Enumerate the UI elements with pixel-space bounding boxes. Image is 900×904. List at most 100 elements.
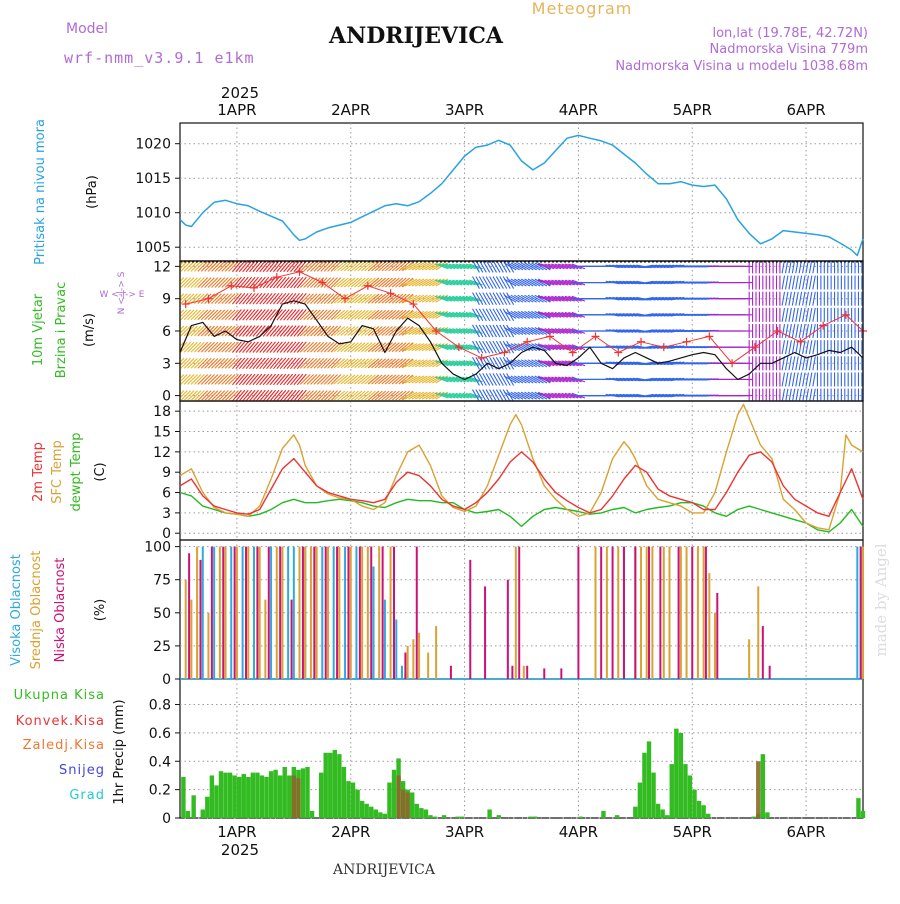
total-precip-bar [273, 769, 278, 818]
precip-ytick-label: 0.8 [149, 698, 171, 714]
wind-barb [310, 325, 321, 337]
wind-barb [626, 361, 641, 366]
wind-barb [646, 329, 661, 333]
wind-barb [503, 262, 517, 271]
total-precip-bar [236, 776, 242, 818]
wind-barb [245, 389, 256, 401]
wind-barb [276, 309, 287, 321]
wind-barb [197, 390, 209, 401]
wind-barb [221, 390, 233, 401]
wind-barb [235, 309, 246, 321]
total-precip-bar [328, 752, 333, 818]
coords-label: lon,lat (19.78E, 42.72N) [712, 26, 868, 41]
wind-barb [805, 307, 809, 322]
wind-barb [266, 292, 276, 305]
wind-barb [646, 361, 661, 366]
wind-barb [164, 278, 174, 288]
wind-barb [608, 280, 623, 285]
wind-barb [276, 357, 287, 370]
wind-barb [527, 310, 541, 319]
wind-barb [299, 261, 311, 272]
wind-barb [224, 341, 236, 353]
wind-barb [299, 374, 311, 385]
wind-barb [514, 294, 527, 303]
wind-barb [458, 344, 473, 351]
wind-barb [242, 309, 253, 321]
total-precip-bar [323, 752, 328, 818]
wind-barb [537, 328, 552, 334]
wind-barb [503, 310, 517, 319]
wind-barb [279, 309, 290, 321]
total-precip-bar [633, 806, 638, 818]
wind-barb [200, 261, 212, 272]
wind-barb [812, 324, 816, 338]
wind-barb [245, 292, 256, 305]
wind-barb [791, 372, 796, 387]
page-title: ANDRIJEVICA [328, 23, 504, 49]
temp-ytick-label: 6 [162, 486, 171, 502]
wind-barb [408, 310, 421, 319]
wind-barb [507, 294, 520, 303]
wind-barb [283, 325, 294, 337]
wind-barb [608, 313, 623, 317]
wind-barb [343, 374, 356, 385]
wind-barb [485, 308, 494, 322]
wind-barb [388, 374, 400, 385]
wind-barb [408, 359, 421, 368]
wind-barb [471, 340, 480, 354]
wind-barb [217, 277, 229, 288]
total-precip-bar [264, 776, 269, 818]
wind-barb [221, 357, 233, 369]
wind-barb [495, 308, 504, 322]
wind-barb [656, 313, 671, 317]
wind-barb [514, 262, 527, 271]
wind-barb [471, 389, 480, 401]
wind-barb [503, 343, 517, 352]
gust-marker [295, 267, 304, 276]
pressure-ytick-label: 1010 [135, 206, 171, 222]
wind-barb [242, 341, 253, 353]
total-precip-bar [259, 775, 265, 818]
precip-conv-label: Konvek.Kisa [16, 714, 105, 729]
wind-barb [514, 310, 527, 319]
wind-barb [290, 357, 300, 370]
wind-barb [781, 324, 786, 338]
gust-marker [181, 300, 190, 309]
wind-barb [303, 390, 314, 401]
wind-barb [337, 326, 349, 336]
wind-barb [283, 309, 294, 321]
wind-barb [438, 392, 452, 399]
wind-barb [180, 261, 192, 272]
day-label-bottom: 1APR [217, 823, 256, 841]
wind-barb [656, 361, 671, 366]
wind-barb [378, 326, 390, 336]
wind-barb [255, 261, 266, 273]
wind-barb [524, 343, 537, 352]
wind-barb [262, 276, 273, 289]
wind-barb [788, 340, 792, 355]
wind-barb [649, 393, 664, 398]
wind-barb [492, 261, 501, 273]
cloud-ytick-label: 100 [144, 540, 171, 556]
wind-barb [537, 295, 552, 302]
wind-barb [471, 324, 480, 338]
wind-barb [798, 324, 803, 338]
wind-barb [619, 361, 634, 366]
wind-barb [286, 357, 297, 370]
wind-barb [791, 291, 796, 306]
wind-barb [217, 309, 229, 321]
wind-barb [458, 360, 473, 367]
model-label: Model [66, 21, 108, 37]
wind-barb [418, 359, 432, 368]
wind-barb [283, 341, 294, 353]
wind-barb [255, 357, 266, 370]
wind-barb [207, 390, 219, 401]
wind-barb [421, 359, 435, 368]
wind-barb [252, 292, 263, 305]
wind-barb [296, 389, 307, 401]
wind-barb [438, 344, 452, 351]
wind-barb [475, 276, 484, 289]
total-precip-bar [696, 800, 702, 818]
wind-barb [330, 293, 342, 305]
